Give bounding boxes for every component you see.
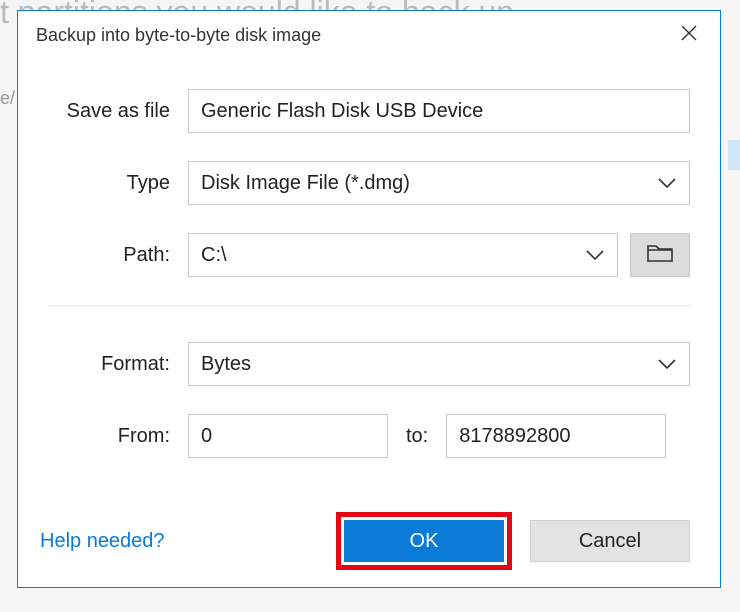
dialog-footer: Help needed? OK Cancel [18, 505, 720, 587]
dialog-titlebar: Backup into byte-to-byte disk image [18, 11, 720, 59]
row-path: Path: C:\ [48, 233, 690, 277]
chevron-down-icon [657, 357, 677, 371]
row-save-as: Save as file [48, 89, 690, 133]
label-format: Format: [48, 353, 188, 376]
chevron-down-icon [657, 176, 677, 190]
browse-button[interactable] [630, 233, 690, 277]
help-link[interactable]: Help needed? [40, 530, 165, 553]
path-value: C:\ [201, 244, 585, 267]
close-button[interactable] [674, 20, 704, 50]
to-value[interactable] [459, 415, 653, 457]
close-icon [681, 25, 697, 46]
format-dropdown[interactable]: Bytes [188, 342, 690, 386]
label-from: From: [48, 425, 188, 448]
background-blue-strip [728, 140, 740, 170]
chevron-down-icon [585, 248, 605, 262]
row-range: From: to: [48, 414, 690, 458]
ok-button[interactable]: OK [344, 520, 504, 562]
format-value: Bytes [201, 353, 657, 376]
cancel-button[interactable]: Cancel [530, 520, 690, 562]
row-type: Type Disk Image File (*.dmg) [48, 161, 690, 205]
row-format: Format: Bytes [48, 342, 690, 386]
folder-icon [647, 243, 673, 268]
label-save-as: Save as file [48, 100, 188, 123]
backup-dialog: Backup into byte-to-byte disk image Save… [17, 10, 721, 588]
ok-button-highlight: OK [336, 512, 512, 570]
label-to: to: [406, 425, 428, 448]
section-divider [48, 305, 690, 306]
path-dropdown[interactable]: C:\ [188, 233, 618, 277]
label-type: Type [48, 172, 188, 195]
save-as-value[interactable] [201, 90, 677, 132]
type-value: Disk Image File (*.dmg) [201, 172, 657, 195]
to-input[interactable] [446, 414, 666, 458]
save-as-input[interactable] [188, 89, 690, 133]
label-path: Path: [48, 244, 188, 267]
dialog-title: Backup into byte-to-byte disk image [36, 25, 674, 46]
background-slash: e/ [0, 88, 15, 109]
dialog-content: Save as file Type Disk Image File (*.dmg… [18, 59, 720, 505]
from-input[interactable] [188, 414, 388, 458]
from-value[interactable] [201, 415, 375, 457]
type-dropdown[interactable]: Disk Image File (*.dmg) [188, 161, 690, 205]
